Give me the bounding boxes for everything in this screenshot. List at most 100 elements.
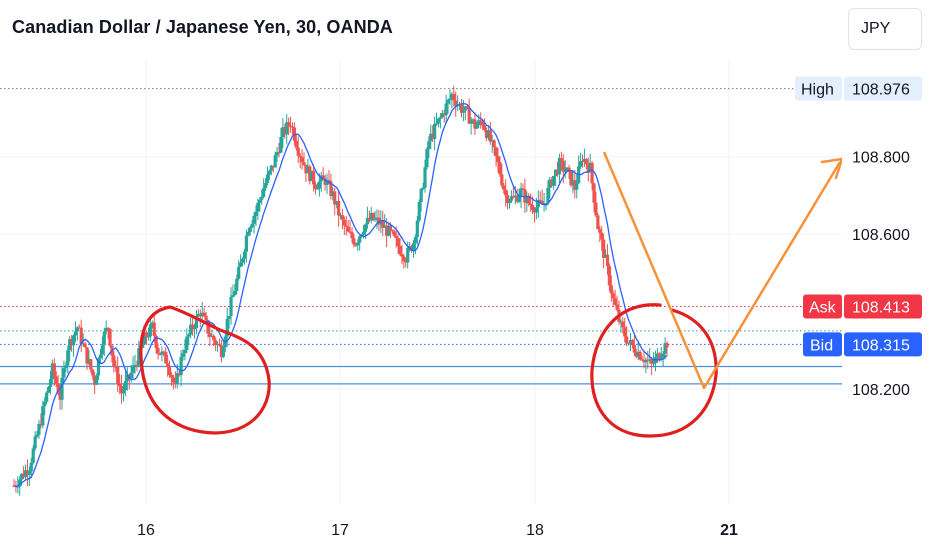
candle — [519, 182, 523, 208]
candle — [260, 189, 264, 205]
high-value: 108.976 — [852, 82, 910, 99]
candle — [98, 348, 103, 364]
candle — [442, 109, 446, 123]
candle — [43, 397, 47, 416]
candle — [100, 336, 104, 360]
candle — [638, 350, 642, 361]
candle — [529, 193, 533, 213]
currency-selector-button[interactable]: JPY — [848, 8, 922, 50]
candle — [446, 98, 450, 114]
candle — [104, 320, 108, 335]
candle — [398, 237, 402, 256]
candle — [646, 350, 650, 369]
candle — [131, 356, 135, 379]
candle — [582, 148, 587, 167]
candle — [331, 187, 335, 201]
candle — [304, 164, 308, 182]
candle — [663, 337, 667, 360]
candle — [240, 257, 245, 267]
candle — [31, 445, 35, 465]
candle — [527, 193, 531, 207]
candle — [586, 157, 590, 182]
candle — [509, 190, 514, 203]
candle — [248, 225, 252, 236]
candle — [45, 391, 49, 405]
candle — [27, 466, 31, 486]
candle — [602, 233, 606, 269]
candle — [108, 328, 112, 348]
candle — [279, 128, 283, 154]
candle — [22, 466, 26, 479]
candle — [644, 357, 648, 374]
candle — [578, 152, 583, 170]
candle — [440, 109, 444, 119]
candle — [500, 164, 504, 188]
candle — [377, 210, 381, 232]
candle — [356, 239, 360, 252]
candle — [590, 161, 594, 191]
candle — [187, 333, 191, 345]
candle — [267, 169, 272, 180]
candle — [630, 339, 635, 349]
candle — [584, 158, 588, 170]
candle — [283, 123, 287, 139]
candle — [194, 309, 199, 335]
candle — [48, 371, 53, 395]
candle — [340, 208, 345, 230]
candle — [321, 167, 325, 179]
candle — [135, 360, 139, 371]
candle — [390, 229, 394, 234]
candle — [411, 240, 416, 258]
y-tick-label: 108.200 — [852, 382, 910, 399]
candle — [315, 182, 320, 190]
candle — [642, 350, 646, 369]
candle — [269, 164, 273, 176]
candle — [256, 198, 260, 221]
candle — [210, 329, 214, 338]
candle — [250, 220, 254, 229]
candle — [146, 327, 151, 341]
candle — [598, 225, 602, 243]
candle — [525, 191, 529, 212]
candle — [160, 346, 164, 362]
x-tick-label-18: 18 — [526, 522, 544, 539]
candle — [312, 164, 316, 192]
candle — [202, 307, 206, 317]
candle — [137, 340, 141, 368]
candle — [632, 335, 636, 356]
candle — [325, 173, 329, 194]
candle — [89, 358, 93, 373]
candle — [167, 360, 172, 379]
candle — [459, 99, 464, 118]
candle — [273, 151, 277, 168]
candle — [212, 333, 216, 347]
candle — [127, 373, 131, 390]
candle — [369, 206, 373, 224]
candle — [25, 459, 30, 487]
candle — [546, 180, 550, 206]
candle — [162, 350, 166, 357]
candle — [300, 148, 304, 170]
candle — [50, 359, 55, 385]
candle — [402, 254, 406, 269]
candle — [102, 327, 106, 357]
candle — [415, 215, 419, 245]
candle — [577, 155, 581, 185]
candle — [227, 315, 231, 329]
candle — [271, 165, 275, 173]
candle — [628, 333, 633, 351]
candle — [373, 211, 377, 223]
x-tick-label-16: 16 — [137, 522, 155, 539]
candle — [448, 89, 452, 105]
candle — [310, 170, 314, 182]
candle — [550, 176, 554, 188]
candle — [288, 116, 293, 134]
candle — [421, 182, 425, 191]
candle — [265, 166, 270, 186]
candle — [116, 356, 120, 393]
candle — [164, 347, 168, 364]
candle — [454, 91, 458, 117]
bid-label: Bid — [810, 337, 833, 354]
candle — [613, 289, 617, 306]
